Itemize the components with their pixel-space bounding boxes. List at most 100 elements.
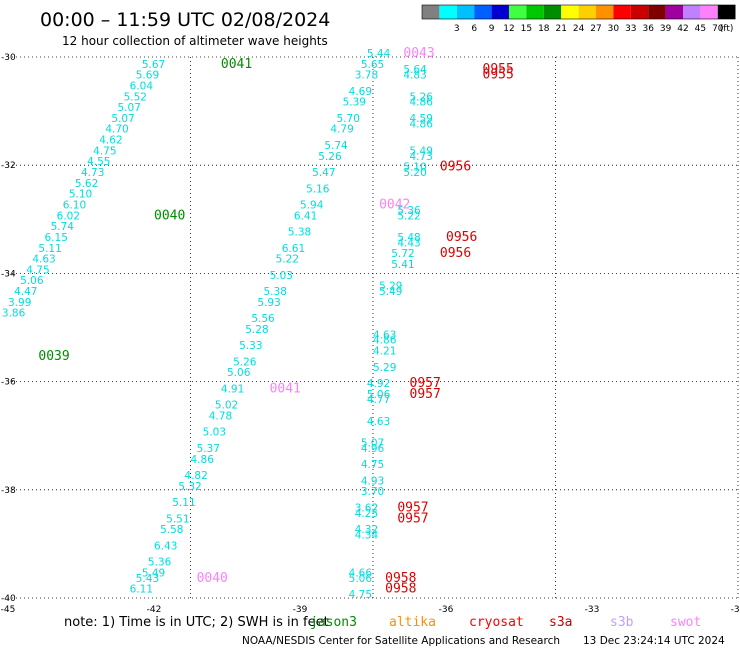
swh-value: 4.70 bbox=[105, 124, 128, 136]
swh-value: 4.62 bbox=[99, 135, 122, 147]
swh-value: 4.86 bbox=[191, 454, 215, 466]
swh-value: 4.86 bbox=[373, 335, 397, 347]
scale-label: 9 bbox=[489, 24, 495, 34]
swh-value: 5.74 bbox=[324, 140, 348, 152]
pass-time-label: 0041 bbox=[221, 57, 252, 72]
swh-value: 3.99 bbox=[8, 297, 31, 309]
scale-label: 18 bbox=[538, 24, 550, 34]
swh-value: 4.75 bbox=[93, 145, 116, 157]
pass-time-label: 0955 bbox=[483, 62, 514, 77]
swh-value: 6.10 bbox=[63, 199, 86, 211]
swh-value: 5.43 bbox=[136, 573, 159, 585]
swh-value: 5.74 bbox=[51, 221, 75, 233]
swh-value: 6.41 bbox=[294, 210, 317, 222]
scale-swatch bbox=[665, 5, 683, 19]
swh-value: 5.22 bbox=[276, 254, 299, 266]
swh-value: 5.37 bbox=[197, 443, 220, 455]
swh-value: 5.49 bbox=[142, 567, 165, 579]
scale-label: 33 bbox=[625, 24, 636, 34]
swh-value: 5.93 bbox=[257, 297, 280, 309]
swh-value: 4.25 bbox=[355, 508, 378, 520]
scale-label: 24 bbox=[573, 24, 585, 34]
color-scale-legend: 3 6 9 12 15 18 21 24 27 30 33 36 39 42 45 70(ft) bbox=[421, 4, 736, 34]
y-tick-label: -36 bbox=[1, 378, 16, 388]
swh-value: 5.38 bbox=[264, 286, 287, 298]
swh-value: 5.32 bbox=[178, 481, 201, 493]
swh-value: 5.33 bbox=[239, 340, 262, 352]
swh-value: 4.73 bbox=[81, 167, 104, 179]
swh-value: 6.04 bbox=[130, 80, 154, 92]
swh-value: 5.07 bbox=[111, 113, 134, 125]
scale-swatch bbox=[474, 5, 492, 19]
swh-value: 3.78 bbox=[355, 70, 378, 82]
grid-lines bbox=[8, 56, 739, 599]
x-tick-label: -42 bbox=[147, 605, 162, 615]
swh-value: 5.29 bbox=[373, 362, 396, 374]
swh-value: 4.79 bbox=[330, 124, 353, 136]
swh-value: 4.75 bbox=[349, 589, 372, 601]
scale-swatch bbox=[683, 5, 701, 19]
swh-value: 5.36 bbox=[148, 557, 172, 569]
pass-time-label: 0039 bbox=[38, 349, 69, 364]
scale-label: 3 bbox=[454, 24, 460, 34]
pass-time-label: 0957 bbox=[410, 376, 441, 391]
scale-label: 27 bbox=[590, 24, 601, 34]
swh-value: 5.07 bbox=[118, 102, 141, 114]
scale-swatch bbox=[648, 5, 666, 19]
scale-swatch bbox=[509, 5, 527, 19]
swh-value: 5.49 bbox=[379, 286, 402, 298]
x-tick-label: -39 bbox=[293, 605, 308, 615]
pass-time-label: 0041 bbox=[270, 381, 301, 396]
pass-time-label: 0956 bbox=[440, 246, 471, 261]
swh-value: 5.41 bbox=[391, 259, 414, 271]
y-tick-label: -34 bbox=[1, 269, 16, 279]
scale-swatch bbox=[439, 5, 457, 19]
x-tick-label: -36 bbox=[439, 605, 454, 615]
swh-value: 5.28 bbox=[245, 324, 268, 336]
swh-value: 6.02 bbox=[57, 210, 80, 222]
swh-value: 4.63 bbox=[32, 254, 55, 266]
swh-value: 5.06 bbox=[20, 275, 44, 287]
swh-value: 4.91 bbox=[221, 383, 244, 395]
scale-swatch bbox=[630, 5, 649, 19]
satellite-cryosat: cryosat bbox=[469, 615, 524, 630]
swh-value: 4.43 bbox=[397, 237, 420, 249]
swh-value: 5.29 bbox=[379, 281, 402, 293]
swh-value: 4.47 bbox=[14, 286, 37, 298]
pass-time-label: 0042 bbox=[379, 197, 410, 212]
scale-label: 36 bbox=[642, 24, 654, 34]
scale-label: 12 bbox=[503, 24, 514, 34]
scale-label: 6 bbox=[471, 24, 477, 34]
scale-label: 21 bbox=[555, 24, 566, 34]
swh-value: 5.39 bbox=[343, 97, 366, 109]
swh-value: 5.10 bbox=[403, 162, 426, 174]
swh-value: 4.86 bbox=[410, 118, 434, 130]
chart-title: 00:00 – 11:59 UTC 02/08/2024 bbox=[40, 9, 330, 31]
swh-value: 4.73 bbox=[410, 151, 433, 163]
swh-value: 5.65 bbox=[361, 59, 384, 71]
scale-label: 39 bbox=[660, 24, 672, 34]
footer-generated: 13 Dec 23:24:14 UTC 2024 bbox=[583, 635, 725, 647]
scale-swatch bbox=[526, 5, 544, 19]
swh-value: 6.43 bbox=[154, 540, 177, 552]
swh-value: 5.06 bbox=[367, 389, 391, 401]
swh-value: 6.11 bbox=[130, 584, 153, 596]
swh-value: 5.67 bbox=[142, 59, 165, 71]
swh-value: 5.52 bbox=[124, 91, 147, 103]
pass-time-label: 0957 bbox=[397, 500, 428, 515]
data-points: 5.675.696.045.525.075.074.704.624.754.55… bbox=[2, 48, 433, 601]
swh-value: 5.26 bbox=[318, 151, 342, 163]
swh-value: 5.02 bbox=[215, 400, 238, 412]
pass-time-label: 0957 bbox=[410, 387, 441, 402]
swh-value: 5.11 bbox=[38, 243, 61, 255]
y-tick-label: -38 bbox=[1, 486, 16, 496]
swh-value: 4.63 bbox=[367, 416, 390, 428]
swh-value: 5.72 bbox=[391, 248, 414, 260]
swh-value: 6.61 bbox=[282, 243, 305, 255]
swh-value: 3.70 bbox=[361, 486, 384, 498]
swh-value: 4.83 bbox=[403, 70, 426, 82]
swh-value: 5.06 bbox=[349, 573, 373, 585]
pass-time-label: 0958 bbox=[385, 582, 416, 597]
swh-value: 5.51 bbox=[166, 513, 189, 525]
